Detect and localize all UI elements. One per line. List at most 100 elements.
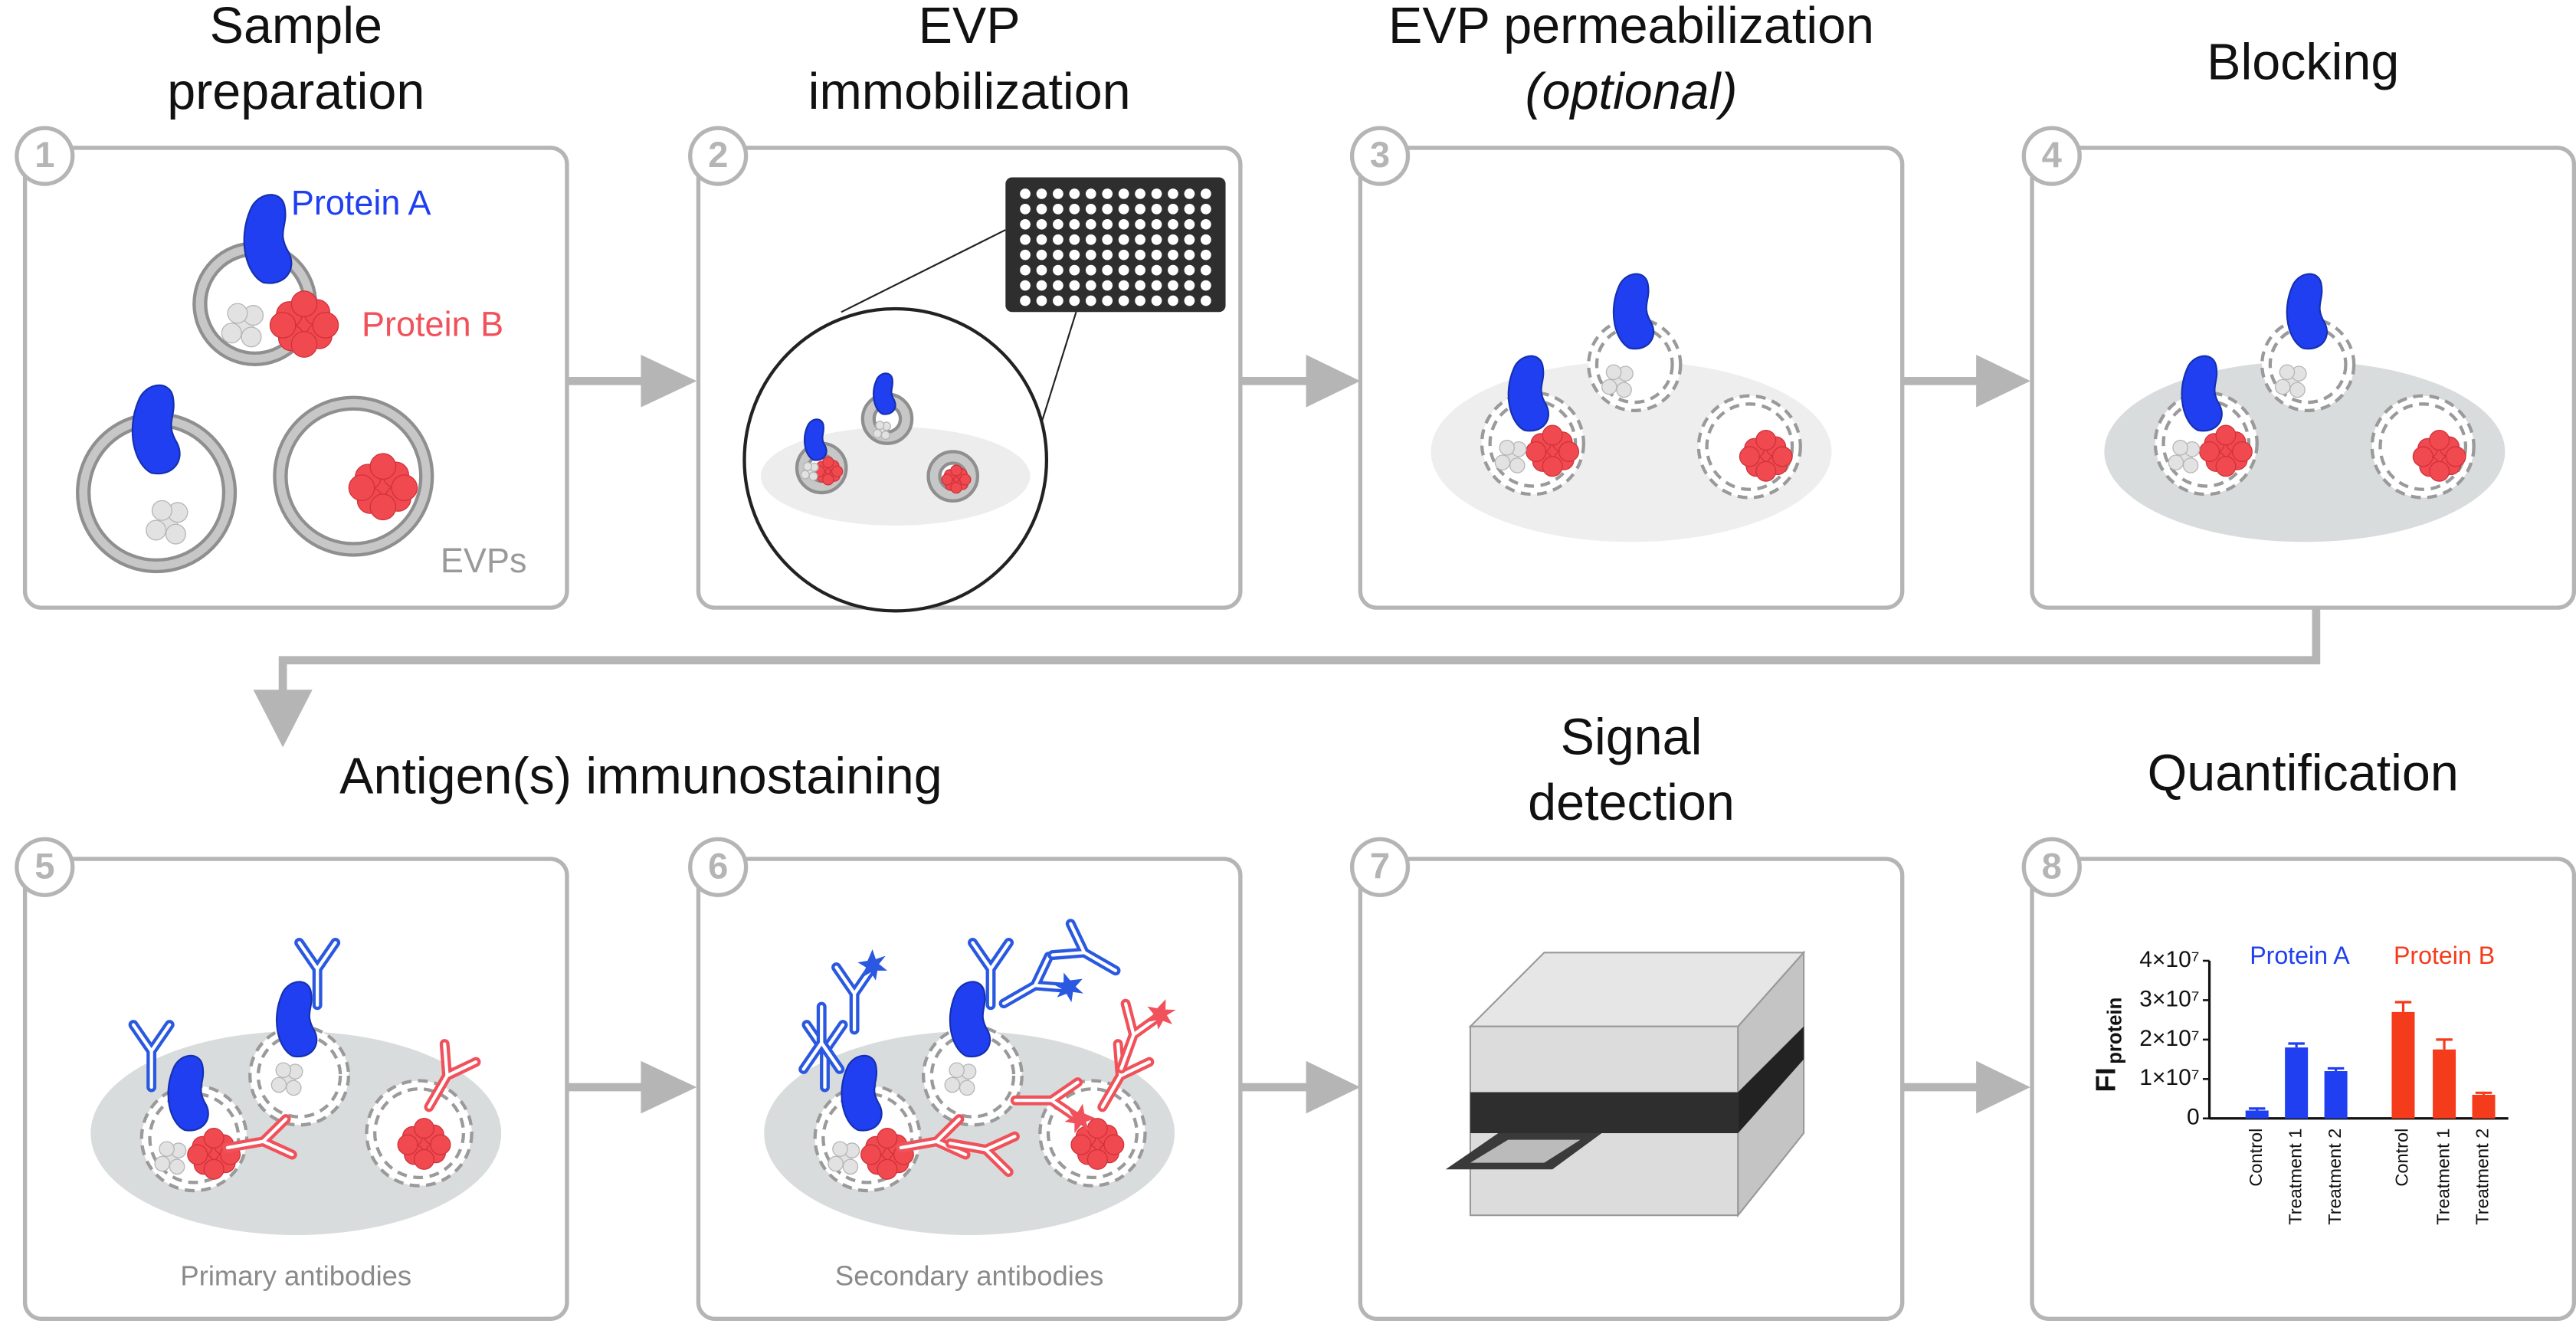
y-tick-label: 4×10⁷ [2139,947,2199,972]
protein-b [860,1144,882,1165]
well [1200,264,1211,276]
well [1053,295,1064,306]
well [1168,280,1178,291]
well [1069,188,1080,199]
protein-gray [2168,454,2184,470]
protein-b [1542,456,1563,477]
protein-gray [803,461,813,471]
well [1168,234,1178,245]
well [1053,234,1064,245]
well [1118,295,1129,306]
well [1200,234,1211,245]
well [1135,204,1145,215]
protein-b [2215,456,2237,477]
well [1036,204,1047,215]
antibody [1116,998,1176,1074]
well [1102,234,1113,245]
zoom-line [841,229,1006,313]
well [1036,295,1047,306]
protein-gray [169,1158,185,1175]
well [1184,280,1195,291]
antibody [896,1114,971,1160]
well [1151,234,1162,245]
label-protein-b: Protein B [362,304,503,343]
well [1020,295,1031,306]
step-number-badge [2021,837,2082,897]
protein-b [290,331,318,358]
antibody-chain [971,941,1011,1008]
step-number: 4 [2042,134,2062,175]
well [1135,295,1145,306]
step-number-badge [1349,126,1411,186]
well [1200,218,1211,230]
protein-gray [285,1080,302,1096]
label-evps: EVPs [441,541,527,580]
well [1168,188,1178,199]
antibody [1047,919,1121,976]
protein-gray [165,523,186,545]
protein-b [1103,1134,1125,1155]
protein-b [1526,441,1547,462]
bar [2391,1011,2415,1119]
protein-b [1755,429,1777,451]
protein-gray [832,1141,848,1157]
protein-b [2429,429,2450,451]
protein-gray [227,303,248,324]
protein-gray [1616,382,1632,398]
well [1085,249,1096,260]
antibody [128,1020,175,1093]
bar [2433,1049,2456,1119]
step-number-badge [688,126,749,186]
protein-b [269,312,297,339]
protein-b [312,312,339,339]
well [1020,234,1031,245]
well [1102,218,1113,230]
y-axis-label: FI protein [2089,998,2125,1093]
well [1069,234,1080,245]
protein-gray [154,1155,171,1172]
protein-b [941,473,953,486]
step-title: EVP [919,0,1021,54]
antibody [222,1114,297,1160]
protein-gray [221,323,242,344]
well [1184,188,1195,199]
legend-label: Protein B [2394,942,2495,969]
reader-band [1738,1026,1804,1134]
protein-a [949,981,991,1058]
well [1102,264,1113,276]
well [1135,280,1145,291]
protein-a [167,1054,209,1132]
well [1184,234,1195,245]
well [1135,264,1145,276]
well [1200,249,1211,260]
protein-b [413,1118,434,1139]
antibody-chain [225,1117,294,1157]
well [1069,204,1080,215]
well [1151,295,1162,306]
step-number-badge [688,837,749,897]
protein-gray [875,421,885,431]
well [1200,204,1211,215]
antibody [424,1039,481,1112]
protein-b [369,453,397,480]
protein-gray [873,428,883,438]
step-number-badge [2021,126,2082,186]
label-protein-a: Protein A [291,183,431,222]
protein-b [877,1158,898,1180]
protein-gray [2172,440,2188,456]
well [1184,249,1195,260]
protein-gray [2289,382,2306,398]
well [1036,264,1047,276]
protein-b [959,473,972,486]
protein-gray [159,1141,175,1157]
protein-a [243,194,293,284]
protein-gray [959,1080,975,1096]
well [1020,188,1031,199]
connectors [278,376,2321,1092]
antibody [1010,1077,1096,1134]
well [1102,249,1113,260]
well [1069,249,1080,260]
well [1036,234,1047,245]
well [1069,295,1080,306]
